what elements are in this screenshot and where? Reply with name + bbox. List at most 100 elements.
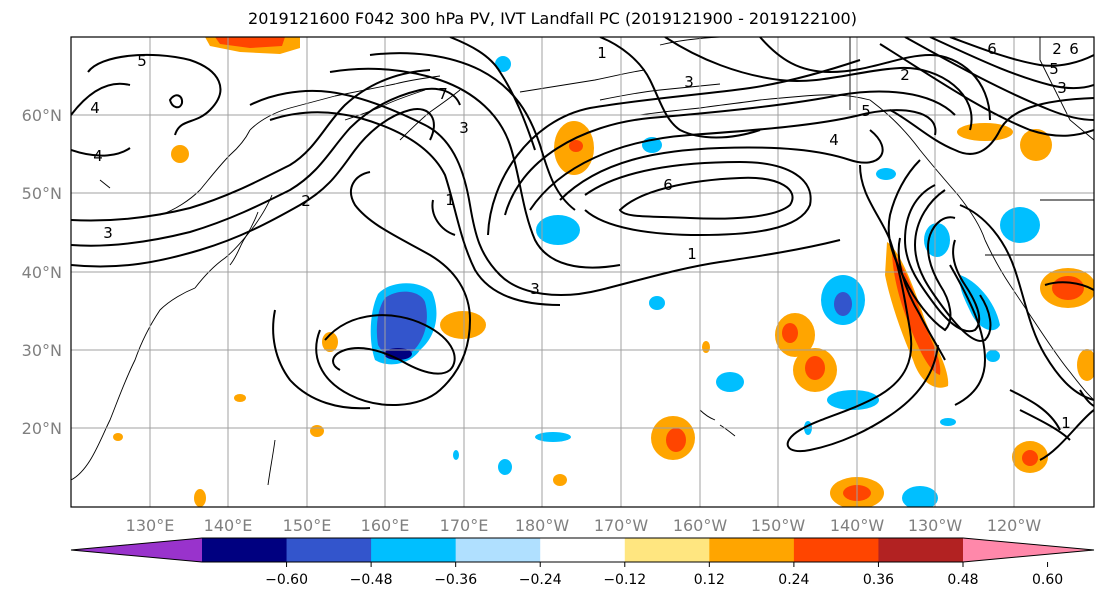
- colorbar-segment: [624, 538, 710, 562]
- shade-positive: [553, 474, 567, 486]
- lon-label: 160°W: [673, 516, 728, 535]
- colorbar-extend-low: [71, 538, 202, 562]
- colorbar-segment: [540, 538, 626, 562]
- colorbar-tick-label: 0.36: [863, 572, 894, 588]
- shade-positive: [113, 433, 123, 441]
- contour-label: 2: [1052, 40, 1062, 58]
- contour-label: 3: [530, 280, 540, 298]
- colorbar-tick-label: −0.48: [350, 572, 393, 588]
- contour-label: 5: [861, 102, 871, 120]
- contour-label: 3: [459, 119, 469, 137]
- lon-label: 170°E: [440, 516, 489, 535]
- map-title: 2019121600 F042 300 hPa PV, IVT Landfall…: [248, 9, 857, 28]
- lon-label: 130°E: [126, 516, 175, 535]
- shade-negative-mid: [834, 292, 852, 316]
- shade-negative: [1000, 207, 1040, 243]
- contour-label: 4: [90, 99, 100, 117]
- contour-label: 4: [93, 147, 103, 165]
- contour-label: 6: [663, 176, 673, 194]
- shade-positive-strong: [569, 140, 583, 152]
- lat-label: 60°N: [22, 106, 62, 125]
- shade-negative: [986, 350, 1000, 362]
- shade-negative: [498, 459, 512, 475]
- contour-label: 2: [301, 192, 311, 210]
- colorbar-segment: [709, 538, 795, 562]
- colorbar-tick-label: 0.48: [947, 572, 978, 588]
- colorbar-segment: [202, 538, 288, 562]
- colorbar-segment: [286, 538, 372, 562]
- colorbar-tick-label: 0.12: [694, 572, 725, 588]
- shade-positive-strong: [805, 356, 825, 380]
- contour-label: 6: [1069, 40, 1079, 58]
- shade-negative: [876, 168, 896, 180]
- contour-label: 1: [445, 191, 455, 209]
- shade-negative: [902, 486, 938, 507]
- latitude-labels: 60°N 50°N 40°N 30°N 20°N: [22, 106, 62, 438]
- lon-label: 180°W: [515, 516, 570, 535]
- colorbar-segment: [878, 538, 964, 562]
- lon-label: 120°W: [987, 516, 1042, 535]
- shade-positive: [1077, 349, 1094, 381]
- shade-positive: [194, 489, 206, 507]
- map-frame: [70, 36, 1095, 508]
- lon-label: 160°E: [361, 516, 410, 535]
- colorbar-tick-label: 0.60: [1032, 572, 1063, 588]
- contour-label: 6: [987, 40, 997, 58]
- shade-positive: [957, 123, 1013, 141]
- colorbar-tick-label: −0.60: [265, 572, 308, 588]
- lon-label: 170°W: [594, 516, 649, 535]
- lon-label: 130°W: [908, 516, 963, 535]
- lon-label: 140°W: [830, 516, 885, 535]
- shade-positive: [322, 332, 338, 352]
- shade-positive: [234, 394, 246, 402]
- contour-label: 3: [684, 73, 694, 91]
- colorbar-tick-label: −0.36: [434, 572, 477, 588]
- contour-label: 3: [1057, 79, 1067, 97]
- shade-negative: [453, 450, 459, 460]
- lat-label: 20°N: [22, 419, 62, 438]
- lat-label: 50°N: [22, 184, 62, 203]
- colorbar-tick-label: 0.24: [778, 572, 809, 588]
- shade-positive: [440, 311, 486, 339]
- contour-label: 5: [1049, 60, 1059, 78]
- shade-negative: [940, 418, 956, 426]
- shade-positive-strong: [1052, 276, 1084, 300]
- shade-negative: [535, 432, 571, 442]
- colorbar-segment: [793, 538, 879, 562]
- longitude-labels: 130°E 140°E 150°E 160°E 170°E 180°W 170°…: [126, 516, 1042, 535]
- colorbar-ticks: −0.60 −0.48 −0.36 −0.24 −0.12 0.12 0.24 0.36 0.4…: [265, 562, 1063, 588]
- colorbar: [70, 537, 1095, 563]
- contour-label: 1: [597, 44, 607, 62]
- colorbar-extend-high: [963, 538, 1094, 562]
- shade-negative: [827, 390, 879, 410]
- shade-positive: [171, 145, 189, 163]
- lon-label: 150°E: [283, 516, 332, 535]
- shade-positive: [310, 425, 324, 437]
- contour-label: 1: [1061, 414, 1071, 432]
- colorbar-tick-label: −0.12: [603, 572, 646, 588]
- contour-labels: 5 4 4 3 2 7 3 1 1 3 6 4 1 3 2 5 6 5 3 2 …: [90, 40, 1079, 432]
- graticule: [71, 37, 1094, 507]
- contour-label: 3: [103, 224, 113, 242]
- shade-negative-mid: [376, 291, 427, 358]
- shade-positive: [1020, 129, 1052, 161]
- lat-label: 30°N: [22, 341, 62, 360]
- shade-negative-strong: [384, 348, 412, 360]
- shade-positive-strong: [215, 37, 285, 48]
- contour-label: 4: [829, 131, 839, 149]
- shade-negative: [495, 56, 511, 72]
- shade-positive-strong: [666, 428, 686, 452]
- colorbar-tick-label: −0.24: [519, 572, 562, 588]
- colorbar-outline: [70, 537, 1095, 563]
- contour-label: 5: [137, 52, 147, 70]
- contour-label: 1: [687, 245, 697, 263]
- colorbar-segment: [371, 538, 457, 562]
- shade-positive-strong: [1022, 450, 1038, 466]
- pv-anomaly-shading: [113, 37, 1094, 507]
- lon-label: 140°E: [204, 516, 253, 535]
- contour-label: 2: [900, 66, 910, 84]
- shade-negative: [536, 215, 580, 245]
- pv-contours: [71, 37, 1094, 461]
- shade-negative: [649, 296, 665, 310]
